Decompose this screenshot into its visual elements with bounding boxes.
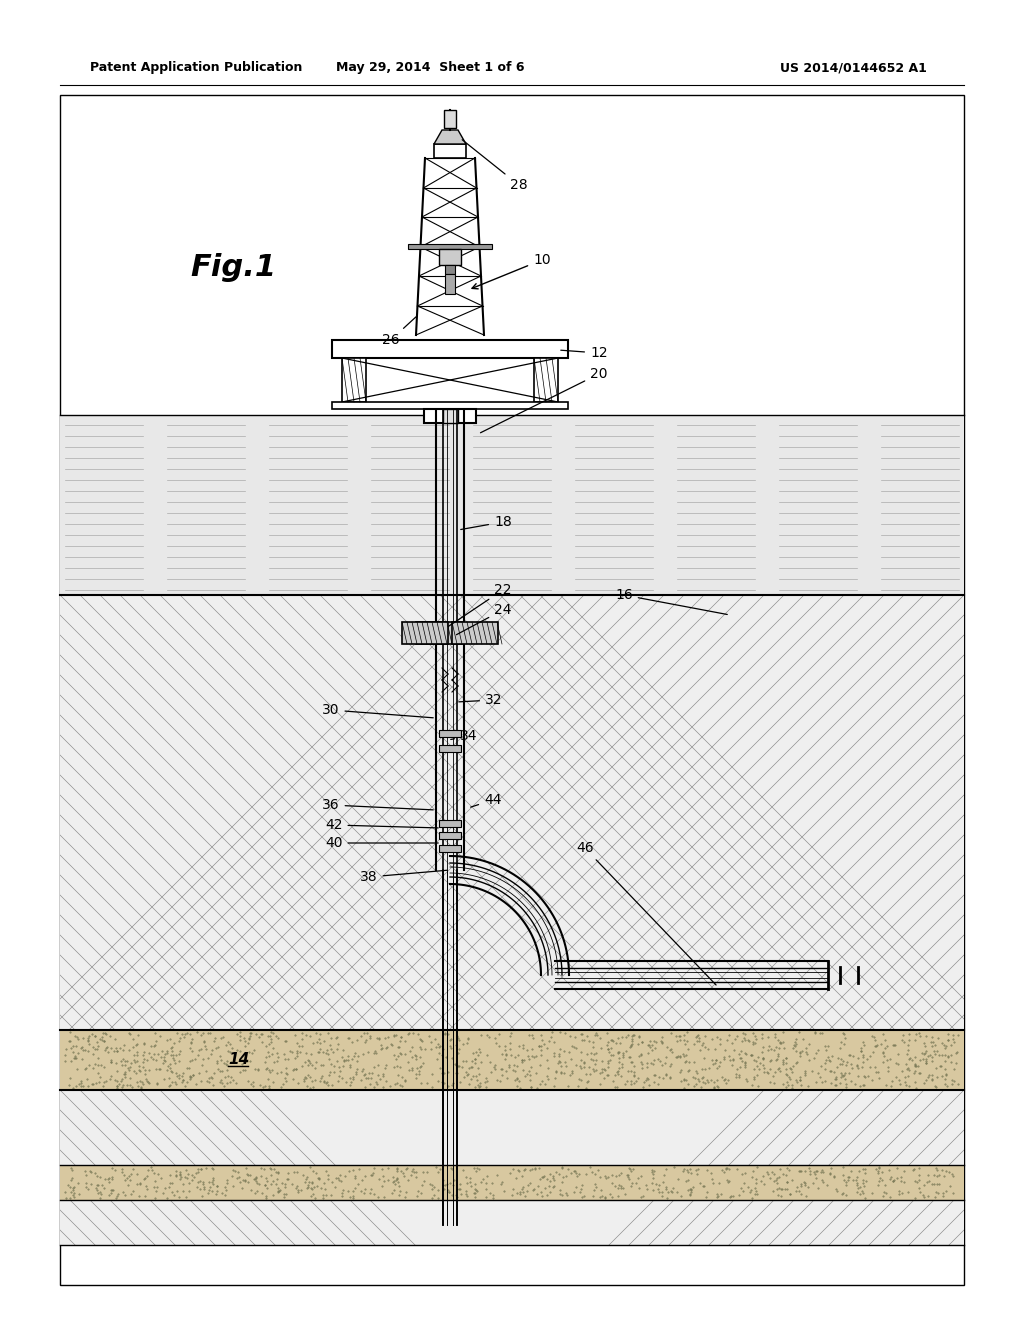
Text: 42: 42 <box>325 818 438 832</box>
Text: 38: 38 <box>360 870 447 884</box>
Text: 34: 34 <box>451 729 477 743</box>
Text: Fig.1: Fig.1 <box>190 253 276 282</box>
Text: 16: 16 <box>615 587 727 615</box>
Bar <box>439 744 461 752</box>
Text: 36: 36 <box>322 799 433 812</box>
Bar <box>60 414 964 595</box>
Bar <box>408 244 492 249</box>
Bar <box>444 110 456 128</box>
Text: 26: 26 <box>382 317 416 347</box>
Bar <box>445 275 455 294</box>
Bar <box>60 595 964 1030</box>
Text: 18: 18 <box>461 515 512 529</box>
Text: 12: 12 <box>561 346 607 360</box>
Text: May 29, 2014  Sheet 1 of 6: May 29, 2014 Sheet 1 of 6 <box>336 62 524 74</box>
Bar <box>60 95 964 1284</box>
Bar <box>332 341 568 358</box>
Bar <box>402 622 449 644</box>
Polygon shape <box>434 129 466 144</box>
Bar <box>445 265 455 275</box>
Bar <box>443 409 458 422</box>
Text: 40: 40 <box>325 836 438 850</box>
Text: 24: 24 <box>457 603 512 635</box>
Text: 44: 44 <box>471 793 502 807</box>
Text: 14: 14 <box>228 1052 249 1068</box>
Text: 30: 30 <box>322 704 433 718</box>
Text: 20: 20 <box>480 367 607 433</box>
Bar <box>452 622 498 644</box>
Text: 28: 28 <box>462 140 527 191</box>
Bar <box>416 622 462 644</box>
Bar <box>60 1090 964 1245</box>
Bar <box>439 845 461 851</box>
Text: US 2014/0144652 A1: US 2014/0144652 A1 <box>780 62 927 74</box>
Bar <box>342 358 366 403</box>
Bar <box>434 144 466 158</box>
Bar <box>332 403 568 409</box>
Text: 46: 46 <box>575 841 716 985</box>
Bar <box>60 1166 964 1200</box>
Bar <box>439 730 461 737</box>
Text: 22: 22 <box>449 583 512 627</box>
Text: 32: 32 <box>459 693 503 708</box>
Bar <box>534 358 558 403</box>
Text: Patent Application Publication: Patent Application Publication <box>90 62 302 74</box>
Bar <box>424 409 476 422</box>
Bar <box>439 820 461 828</box>
Bar <box>60 1030 964 1090</box>
Bar <box>439 249 461 265</box>
Bar <box>439 832 461 840</box>
Text: 10: 10 <box>472 253 551 289</box>
